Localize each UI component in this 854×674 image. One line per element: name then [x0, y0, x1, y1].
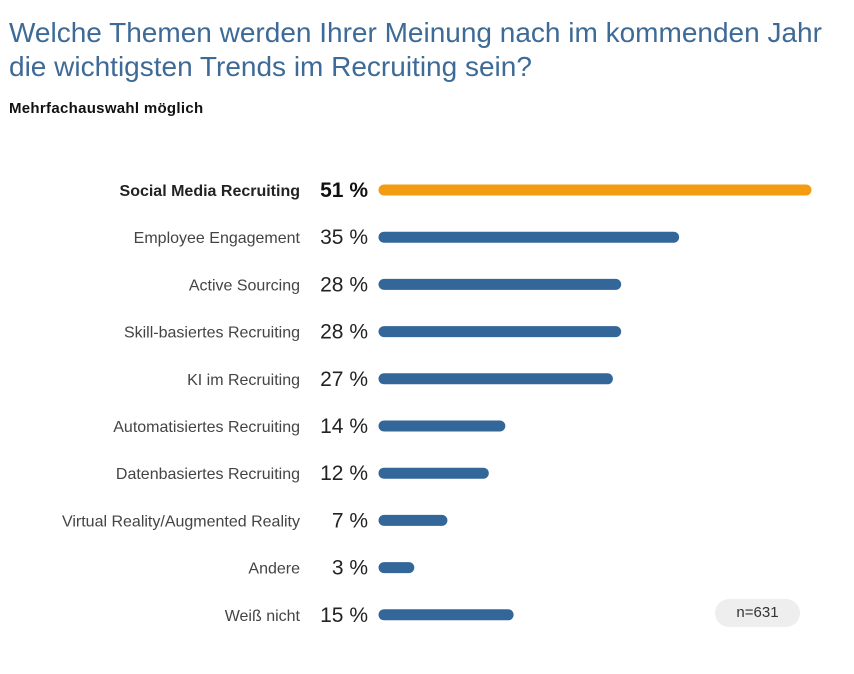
value-label: 35 % — [320, 226, 368, 249]
category-label: Skill-basiertes Recruiting — [124, 325, 300, 342]
category-label: KI im Recruiting — [187, 372, 300, 389]
value-label: 51 % — [320, 179, 368, 202]
category-label: Social Media Recruiting — [120, 183, 300, 200]
value-label: 7 % — [332, 509, 368, 532]
chart-subtitle: Mehrfachauswahl möglich — [9, 100, 204, 117]
value-label: 3 % — [332, 557, 368, 580]
sample-size-badge: n=631 — [715, 599, 800, 627]
category-label: Active Sourcing — [189, 277, 300, 294]
category-label: Employee Engagement — [134, 230, 301, 247]
value-label: 12 % — [320, 462, 368, 485]
category-label: Datenbasiertes Recruiting — [116, 466, 300, 483]
value-label: 14 % — [320, 415, 368, 438]
value-label: 15 % — [320, 604, 368, 627]
category-label: Automatisiertes Recruiting — [113, 419, 300, 436]
category-label: Virtual Reality/Augmented Reality — [62, 513, 300, 530]
category-label: Weiß nicht — [225, 608, 301, 625]
chart-title: Welche Themen werden Ihrer Meinung nach … — [9, 17, 822, 82]
category-label: Andere — [248, 561, 300, 578]
value-label: 27 % — [320, 368, 368, 391]
value-label: 28 % — [320, 321, 368, 344]
value-label: 28 % — [320, 273, 368, 296]
